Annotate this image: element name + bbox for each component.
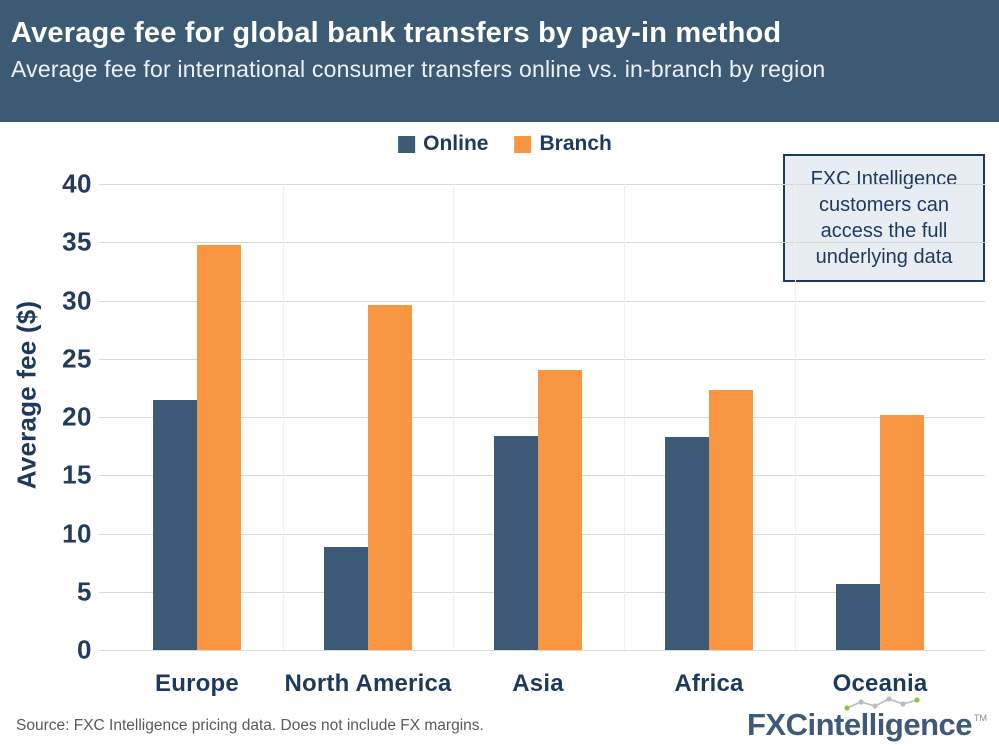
- x-label-oceania: Oceania: [832, 670, 928, 697]
- logo-tm-mark: TM: [974, 713, 987, 723]
- vertical-gridline-0: [282, 184, 284, 650]
- y-tick-0: 0: [77, 634, 92, 665]
- bar-branch-africa: [709, 390, 753, 650]
- legend-swatch-online-icon: [398, 135, 416, 153]
- logo-sparkline-icon: [844, 696, 920, 711]
- bar-online-africa: [665, 436, 709, 650]
- bar-online-oceania: [836, 583, 880, 650]
- legend-label-branch: Branch: [539, 132, 612, 155]
- y-tick-35: 35: [62, 226, 92, 257]
- x-label-north-america: North America: [284, 670, 452, 697]
- y-tick-40: 40: [62, 168, 92, 199]
- fxc-intelligence-logo: FXCintelligence TM: [746, 696, 987, 743]
- logo-part2: intelligence: [807, 707, 972, 742]
- source-note: Source: FXC Intelligence pricing data. D…: [16, 717, 484, 734]
- x-label-asia: Asia: [512, 670, 564, 697]
- gridline-35: [99, 242, 985, 244]
- bar-branch-europe: [197, 244, 241, 650]
- vertical-gridline-2: [623, 184, 625, 650]
- header-band: Average fee for global bank transfers by…: [0, 0, 999, 122]
- x-label-europe: Europe: [155, 670, 239, 697]
- page-title: Average fee for global bank transfers by…: [11, 17, 782, 49]
- y-tick-20: 20: [62, 401, 92, 432]
- x-axis-labels: Europe North America Asia Africa Oceania: [107, 670, 985, 704]
- y-tick-10: 10: [62, 518, 92, 548]
- y-tick-5: 5: [77, 576, 92, 607]
- y-axis-ticks: 0 5 10 15 20 25 30 35 40: [0, 169, 92, 665]
- gridline-30: [99, 300, 985, 302]
- legend-label-online: Online: [423, 132, 489, 155]
- vertical-gridline-3: [794, 184, 796, 650]
- bar-online-north-america: [324, 547, 368, 650]
- legend-item-online: Online: [398, 132, 488, 156]
- bar-branch-north-america: [368, 305, 412, 650]
- y-tick-15: 15: [62, 459, 92, 490]
- chart-legend: Online Branch: [398, 132, 612, 156]
- bar-online-europe: [153, 399, 197, 650]
- bar-branch-asia: [538, 370, 582, 650]
- y-tick-25: 25: [62, 343, 92, 374]
- gridline-40: [99, 184, 985, 185]
- bar-online-asia: [494, 435, 538, 650]
- bar-branch-oceania: [880, 414, 924, 650]
- logo-part1: FXC: [746, 707, 808, 742]
- page-subtitle: Average fee for international consumer t…: [11, 56, 826, 83]
- legend-swatch-branch-icon: [514, 135, 532, 153]
- gridline-0: [99, 650, 985, 651]
- logo-wordmark: FXCintelligence: [746, 696, 972, 743]
- plot-area: [99, 184, 985, 651]
- legend-item-branch: Branch: [514, 132, 612, 156]
- gridline-25: [99, 358, 985, 360]
- y-tick-30: 30: [62, 285, 92, 315]
- x-label-africa: Africa: [674, 670, 744, 697]
- vertical-gridline-1: [453, 184, 454, 650]
